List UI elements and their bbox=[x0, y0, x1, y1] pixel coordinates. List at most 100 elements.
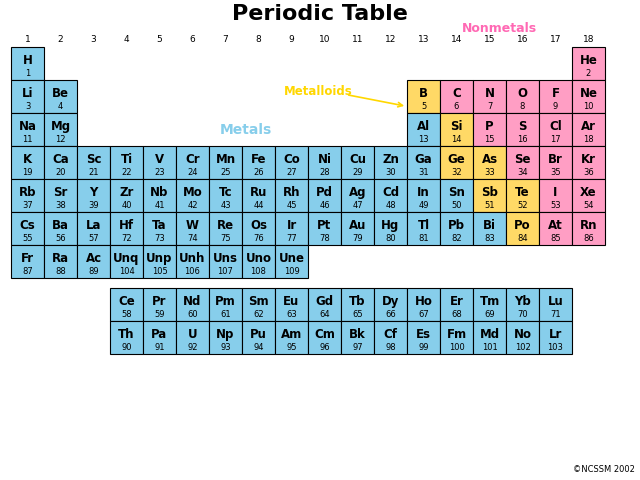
Text: 14: 14 bbox=[451, 135, 461, 144]
Text: 36: 36 bbox=[583, 168, 594, 177]
Bar bbox=[209, 321, 242, 354]
Text: 72: 72 bbox=[121, 234, 132, 243]
Text: 29: 29 bbox=[352, 168, 363, 177]
Text: Ar: Ar bbox=[581, 120, 596, 133]
Text: 55: 55 bbox=[22, 234, 33, 243]
Text: 28: 28 bbox=[319, 168, 330, 177]
Text: Ag: Ag bbox=[349, 186, 366, 199]
Text: 86: 86 bbox=[583, 234, 594, 243]
Bar bbox=[506, 321, 539, 354]
Bar bbox=[473, 288, 506, 321]
Text: 8: 8 bbox=[520, 102, 525, 111]
Bar bbox=[143, 321, 176, 354]
Bar bbox=[242, 288, 275, 321]
Text: Nb: Nb bbox=[150, 186, 169, 199]
Text: 102: 102 bbox=[515, 343, 531, 352]
Text: Ge: Ge bbox=[447, 154, 465, 167]
Text: 49: 49 bbox=[419, 201, 429, 210]
Text: Tl: Tl bbox=[417, 219, 429, 232]
Text: 41: 41 bbox=[154, 201, 164, 210]
Bar bbox=[308, 288, 341, 321]
Bar bbox=[308, 146, 341, 179]
Text: Cu: Cu bbox=[349, 154, 366, 167]
Text: Os: Os bbox=[250, 219, 267, 232]
Bar bbox=[473, 212, 506, 245]
Bar bbox=[44, 146, 77, 179]
Bar bbox=[440, 80, 473, 113]
Bar bbox=[539, 146, 572, 179]
Text: 39: 39 bbox=[88, 201, 99, 210]
Text: Te: Te bbox=[515, 186, 530, 199]
Text: Pu: Pu bbox=[250, 328, 267, 341]
Text: 2: 2 bbox=[58, 35, 63, 44]
Text: 5: 5 bbox=[157, 35, 163, 44]
Text: 4: 4 bbox=[124, 35, 129, 44]
Text: 44: 44 bbox=[253, 201, 264, 210]
Text: 8: 8 bbox=[255, 35, 261, 44]
Bar bbox=[242, 212, 275, 245]
Text: 90: 90 bbox=[121, 343, 132, 352]
Text: Be: Be bbox=[52, 87, 69, 100]
Text: 23: 23 bbox=[154, 168, 165, 177]
Text: 109: 109 bbox=[284, 267, 300, 276]
Text: La: La bbox=[86, 219, 101, 232]
Text: 59: 59 bbox=[154, 310, 164, 319]
Text: Une: Une bbox=[278, 252, 305, 265]
Bar bbox=[572, 80, 605, 113]
Text: Mo: Mo bbox=[182, 186, 202, 199]
Text: Sc: Sc bbox=[86, 154, 101, 167]
Bar bbox=[539, 212, 572, 245]
Bar bbox=[341, 146, 374, 179]
Text: In: In bbox=[417, 186, 430, 199]
Text: Uno: Uno bbox=[246, 252, 271, 265]
Text: 18: 18 bbox=[583, 35, 595, 44]
Bar bbox=[473, 146, 506, 179]
Bar bbox=[275, 245, 308, 278]
Text: 6: 6 bbox=[189, 35, 195, 44]
Text: 47: 47 bbox=[352, 201, 363, 210]
Text: Yb: Yb bbox=[514, 295, 531, 308]
Bar bbox=[176, 245, 209, 278]
Text: 79: 79 bbox=[352, 234, 363, 243]
Text: 98: 98 bbox=[385, 343, 396, 352]
Text: Dy: Dy bbox=[382, 295, 399, 308]
Text: 82: 82 bbox=[451, 234, 462, 243]
Bar bbox=[242, 321, 275, 354]
Text: O: O bbox=[518, 87, 527, 100]
Text: 25: 25 bbox=[220, 168, 231, 177]
Text: Th: Th bbox=[118, 328, 135, 341]
Text: Na: Na bbox=[19, 120, 36, 133]
Bar bbox=[440, 321, 473, 354]
Text: 61: 61 bbox=[220, 310, 231, 319]
Bar bbox=[242, 245, 275, 278]
Text: 103: 103 bbox=[548, 343, 563, 352]
Bar bbox=[110, 288, 143, 321]
Text: Co: Co bbox=[283, 154, 300, 167]
Text: 9: 9 bbox=[553, 102, 558, 111]
Bar bbox=[176, 179, 209, 212]
Text: 107: 107 bbox=[218, 267, 234, 276]
Text: 12: 12 bbox=[385, 35, 396, 44]
Bar bbox=[308, 321, 341, 354]
Text: Nonmetals: Nonmetals bbox=[462, 23, 537, 36]
Bar bbox=[572, 47, 605, 80]
Bar bbox=[44, 80, 77, 113]
Bar bbox=[440, 179, 473, 212]
Text: 75: 75 bbox=[220, 234, 231, 243]
Bar bbox=[407, 80, 440, 113]
Text: 13: 13 bbox=[418, 35, 429, 44]
Text: 52: 52 bbox=[517, 201, 528, 210]
Bar bbox=[110, 146, 143, 179]
Text: Rb: Rb bbox=[19, 186, 36, 199]
Bar bbox=[539, 321, 572, 354]
Bar bbox=[275, 179, 308, 212]
Text: H: H bbox=[22, 54, 33, 67]
Bar bbox=[143, 245, 176, 278]
Bar bbox=[209, 146, 242, 179]
Bar bbox=[506, 146, 539, 179]
Bar bbox=[77, 212, 110, 245]
Bar bbox=[506, 288, 539, 321]
Text: Zn: Zn bbox=[382, 154, 399, 167]
Text: Unp: Unp bbox=[147, 252, 173, 265]
Text: Ca: Ca bbox=[52, 154, 69, 167]
